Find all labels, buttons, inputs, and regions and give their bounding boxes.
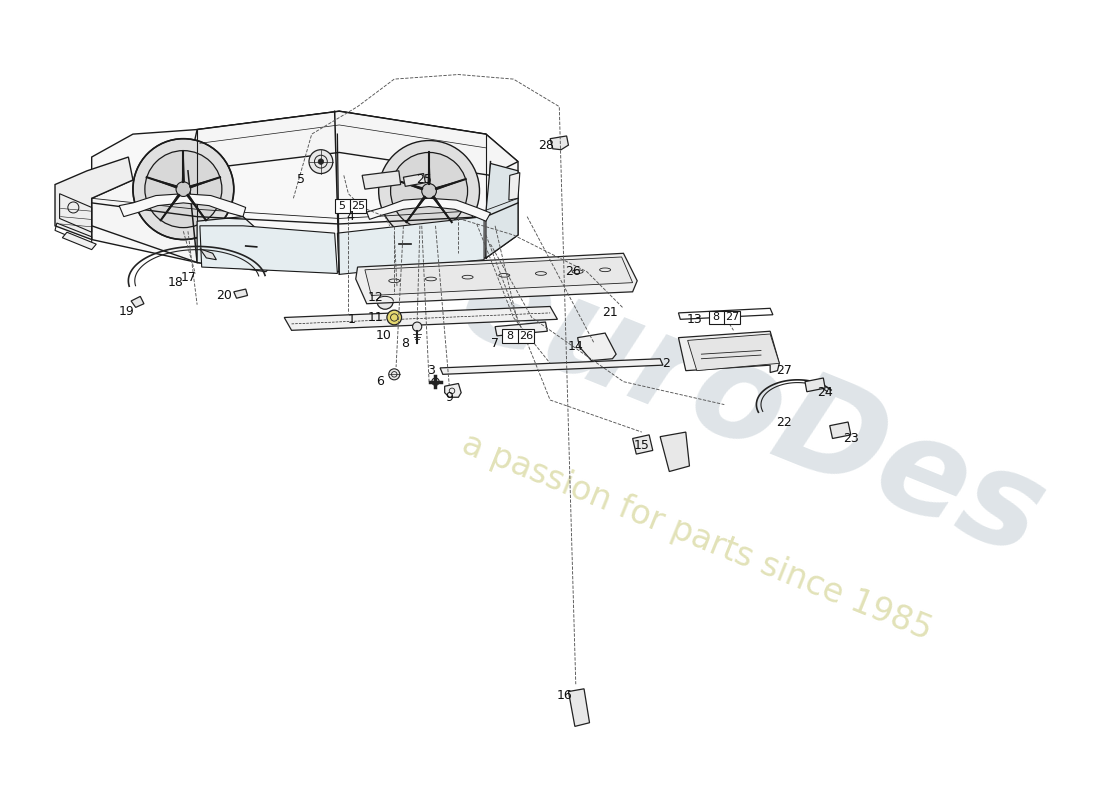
Text: 27: 27	[725, 313, 739, 322]
Polygon shape	[197, 217, 284, 272]
Polygon shape	[393, 288, 405, 298]
Text: 3: 3	[427, 364, 434, 377]
Polygon shape	[355, 254, 637, 304]
Polygon shape	[131, 296, 144, 307]
Text: 5: 5	[339, 201, 345, 210]
Text: 10: 10	[375, 330, 392, 342]
Text: 25: 25	[351, 201, 365, 210]
Polygon shape	[119, 194, 245, 217]
Text: 13: 13	[688, 313, 703, 326]
Circle shape	[176, 182, 190, 197]
Polygon shape	[440, 358, 663, 374]
Polygon shape	[91, 111, 518, 272]
Polygon shape	[550, 136, 569, 150]
Text: 26: 26	[519, 331, 534, 341]
Text: 4: 4	[346, 210, 354, 223]
Text: 8: 8	[506, 331, 514, 341]
Polygon shape	[55, 157, 133, 239]
FancyBboxPatch shape	[708, 310, 740, 324]
Text: 9: 9	[446, 390, 453, 404]
Polygon shape	[569, 689, 590, 726]
Polygon shape	[234, 289, 248, 298]
Text: 12: 12	[368, 291, 384, 304]
Polygon shape	[509, 173, 520, 200]
Polygon shape	[366, 198, 491, 222]
Circle shape	[412, 322, 421, 331]
Text: 2: 2	[662, 357, 670, 370]
Text: 18: 18	[168, 276, 184, 289]
Circle shape	[133, 138, 234, 239]
Circle shape	[318, 159, 323, 164]
Text: 24: 24	[817, 386, 833, 399]
Polygon shape	[404, 174, 426, 186]
Circle shape	[378, 141, 480, 242]
Polygon shape	[284, 306, 558, 330]
Circle shape	[421, 184, 437, 198]
Polygon shape	[805, 378, 825, 392]
Polygon shape	[486, 163, 518, 258]
Text: 16: 16	[557, 689, 573, 702]
Text: 7: 7	[491, 337, 499, 350]
Polygon shape	[632, 435, 652, 454]
Text: 26: 26	[565, 265, 581, 278]
Text: 23: 23	[843, 432, 859, 445]
Text: 1: 1	[348, 313, 355, 326]
Text: euroDes: euroDes	[442, 234, 1062, 584]
Polygon shape	[338, 217, 484, 274]
FancyBboxPatch shape	[334, 198, 366, 213]
Text: 19: 19	[119, 306, 134, 318]
Polygon shape	[578, 333, 616, 361]
Text: 21: 21	[602, 306, 617, 319]
Polygon shape	[200, 249, 217, 260]
Polygon shape	[829, 422, 850, 438]
Text: 27: 27	[776, 364, 792, 377]
Polygon shape	[365, 257, 632, 295]
Text: 8: 8	[713, 313, 719, 322]
Circle shape	[387, 310, 402, 325]
Polygon shape	[362, 170, 400, 189]
Text: 22: 22	[776, 415, 792, 429]
Polygon shape	[63, 232, 97, 250]
FancyBboxPatch shape	[503, 329, 534, 342]
Circle shape	[145, 150, 222, 228]
Text: 28: 28	[539, 138, 554, 152]
Text: 11: 11	[368, 311, 384, 324]
Text: 8: 8	[402, 337, 409, 350]
Circle shape	[377, 293, 394, 310]
Text: 6: 6	[376, 375, 384, 388]
Polygon shape	[688, 334, 779, 370]
Polygon shape	[91, 180, 275, 267]
Polygon shape	[495, 322, 548, 336]
Polygon shape	[679, 331, 779, 373]
Text: 5: 5	[297, 174, 305, 186]
Text: 14: 14	[568, 340, 584, 354]
Polygon shape	[660, 432, 690, 471]
Text: 25: 25	[416, 174, 431, 186]
Circle shape	[309, 150, 333, 174]
Text: 20: 20	[216, 289, 232, 302]
Circle shape	[388, 369, 399, 380]
Circle shape	[390, 153, 468, 230]
Text: 17: 17	[180, 270, 197, 284]
Text: 15: 15	[634, 439, 650, 452]
Polygon shape	[200, 226, 338, 274]
Polygon shape	[444, 383, 461, 398]
Text: a passion for parts since 1985: a passion for parts since 1985	[456, 428, 936, 647]
Polygon shape	[188, 111, 518, 175]
